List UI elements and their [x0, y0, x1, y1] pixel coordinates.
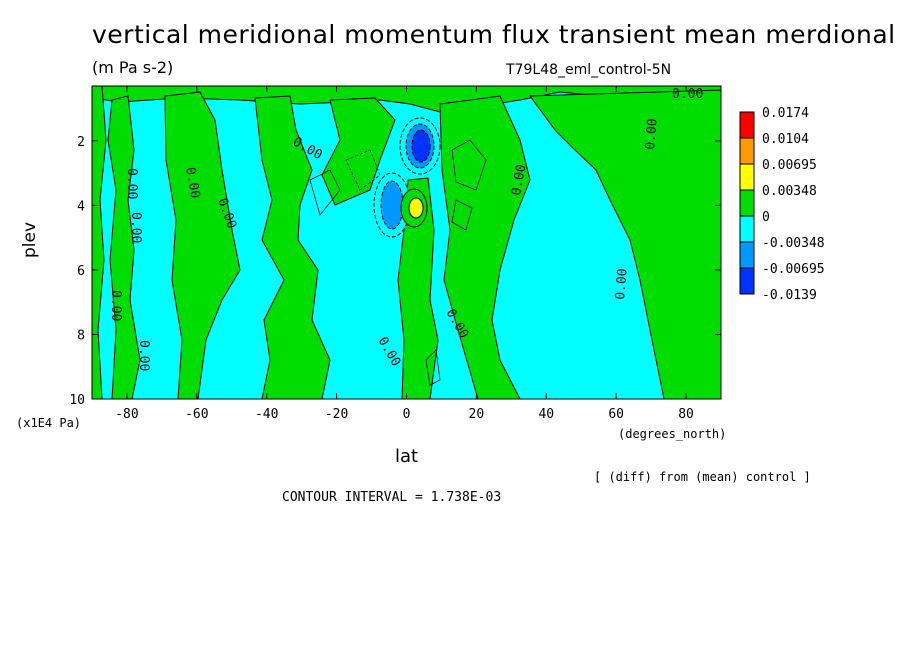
colorbar-label: -0.0139 [762, 288, 817, 303]
x-tick-label: 40 [538, 407, 554, 422]
x-tick-label: -80 [115, 407, 138, 422]
x-axis: -80 -60 -40 -20 0 20 40 60 80 [115, 86, 694, 422]
x-tick-label: 80 [678, 407, 694, 422]
colorbar-label: 0.00348 [762, 184, 817, 199]
contour-label: 0.00 [108, 290, 123, 321]
contour-lines [309, 139, 487, 386]
diff-note: [ (diff) from (mean) control ] [594, 470, 811, 484]
contour-label: 0.00 [124, 168, 139, 199]
contour-label: 0.00 [136, 340, 151, 371]
colorbar-swatch [739, 111, 755, 139]
chart-units: (m Pa s-2) [92, 58, 174, 77]
y-axis: 2 4 6 8 10 [69, 135, 721, 408]
colorbar-label: -0.00695 [762, 262, 825, 277]
colorbar-swatch [739, 241, 755, 269]
colorbar-label: 0.0104 [762, 132, 809, 147]
y-tick-label: 8 [77, 328, 85, 343]
y-tick-label: 10 [69, 393, 85, 408]
y-axis-units: (x1E4 Pa) [16, 416, 82, 430]
contour-label: 0.00 [509, 163, 529, 196]
x-tick-label: 60 [608, 407, 624, 422]
x-tick-label: -40 [255, 407, 278, 422]
colorbar-swatch [739, 163, 755, 191]
colorbar-label: 0.00695 [762, 158, 817, 173]
x-tick-label: 20 [469, 407, 485, 422]
colorbar: 0.0174 0.0104 0.00695 0.00348 0 -0.00348 -0.00… [739, 106, 825, 303]
x-axis-units: (degrees_north) [618, 427, 727, 441]
y-tick-label: 4 [77, 199, 85, 214]
x-tick-label: -20 [325, 407, 348, 422]
contour-field: 0.00 0.00 0.00 0.00 0.00 0.00 0.00 0.00 … [92, 86, 721, 399]
colorbar-label: 0.0174 [762, 106, 809, 121]
colorbar-swatch [739, 267, 755, 295]
colorbar-label: -0.00348 [762, 236, 825, 251]
contour-interval-note: CONTOUR INTERVAL = 1.738E-03 [282, 490, 502, 505]
positive-core [400, 188, 428, 228]
y-tick-label: 2 [77, 135, 85, 150]
contour-label: 0.00 [672, 87, 703, 102]
contour-label: 0.00 [613, 268, 631, 301]
x-axis-label: lat [395, 446, 419, 467]
colorbar-swatch [739, 137, 755, 165]
colorbar-swatch [739, 189, 755, 217]
contour-label: 0.00 [643, 118, 661, 151]
colorbar-label: 0 [762, 210, 770, 225]
colorbar-swatch [739, 215, 755, 243]
positive-regions [92, 86, 721, 399]
contour-label: 0.00 [128, 212, 143, 243]
chart-title: vertical meridional momentum flux transi… [92, 20, 896, 49]
y-tick-label: 6 [77, 264, 85, 279]
x-tick-label: -60 [185, 407, 208, 422]
x-tick-label: 0 [403, 407, 411, 422]
negative-cores [373, 117, 441, 238]
run-label: T79L48_eml_control-5N [506, 62, 672, 78]
contour-label: 0.00 [182, 166, 202, 199]
